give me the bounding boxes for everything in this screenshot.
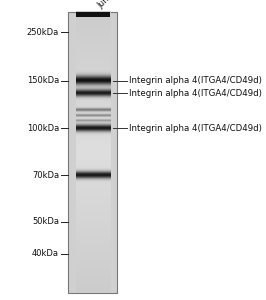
Text: Jurkat: Jurkat	[96, 0, 119, 11]
Bar	[76, 12, 110, 17]
Text: Integrin alpha 4(ITGA4/CD49d): Integrin alpha 4(ITGA4/CD49d)	[129, 76, 262, 85]
Text: 250kDa: 250kDa	[27, 28, 59, 37]
Text: Integrin alpha 4(ITGA4/CD49d): Integrin alpha 4(ITGA4/CD49d)	[129, 124, 262, 133]
Text: 150kDa: 150kDa	[27, 76, 59, 85]
Text: 100kDa: 100kDa	[27, 124, 59, 133]
Bar	[68, 12, 117, 292]
Text: 50kDa: 50kDa	[32, 217, 59, 226]
Text: Integrin alpha 4(ITGA4/CD49d): Integrin alpha 4(ITGA4/CD49d)	[129, 89, 262, 98]
Text: 40kDa: 40kDa	[32, 249, 59, 258]
Text: 70kDa: 70kDa	[32, 171, 59, 180]
